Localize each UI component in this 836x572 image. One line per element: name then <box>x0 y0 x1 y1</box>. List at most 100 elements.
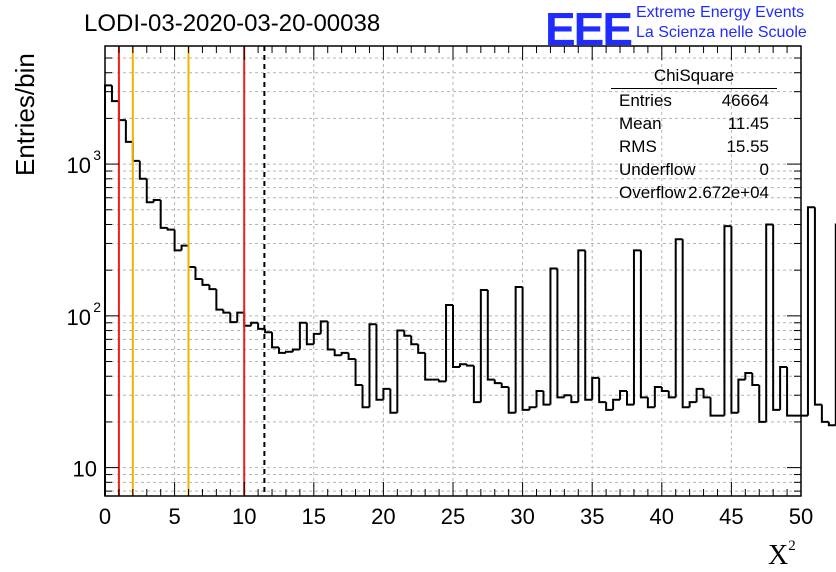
histogram-bin <box>458 363 467 368</box>
histogram-bin <box>521 286 530 411</box>
histogram-bin <box>570 395 579 404</box>
histogram-bin <box>257 322 266 330</box>
histogram-bin <box>479 289 488 403</box>
stats-row-mean: Mean 11.45 <box>611 112 777 135</box>
histogram-bin <box>813 207 822 406</box>
histogram-bin <box>180 244 189 251</box>
histogram-bin <box>215 289 224 311</box>
histogram-bin <box>605 402 614 411</box>
histogram-bin <box>159 199 168 229</box>
histogram-bin <box>646 397 655 409</box>
histogram-bin <box>278 347 286 354</box>
histogram-bin <box>542 390 551 406</box>
statistics-box: ChiSquare Entries 46664 Mean 11.45 RMS 15.5… <box>611 66 777 204</box>
x-tick-label: 5 <box>168 504 180 529</box>
histogram-bin <box>347 352 356 360</box>
histogram-bin <box>389 388 398 414</box>
histogram-bin <box>626 390 634 406</box>
histogram-bin <box>779 366 788 410</box>
histogram-bin <box>110 85 119 103</box>
stats-label: Overflow <box>619 183 687 202</box>
histogram-bin <box>264 328 273 334</box>
stats-row-overflow: Overflow 2.672e+04 <box>611 181 777 204</box>
histogram-bin <box>236 311 245 323</box>
stats-value: 11.45 <box>727 114 769 133</box>
x-tick-label: 10 <box>232 504 256 529</box>
histogram-bin <box>730 226 739 414</box>
histogram-bin <box>737 378 746 413</box>
histogram-bin <box>806 206 815 416</box>
histogram-bin <box>229 312 238 324</box>
histogram-bin <box>284 350 293 353</box>
histogram-bin <box>500 383 509 388</box>
histogram-bin <box>382 387 391 400</box>
histogram-bin <box>319 320 328 334</box>
stats-row-rms: RMS 15.55 <box>611 135 777 158</box>
histogram-bin <box>305 322 314 346</box>
histogram-bin <box>438 379 447 383</box>
histogram-bin <box>375 324 384 401</box>
histogram-bin <box>702 388 711 399</box>
histogram-bin <box>493 379 502 385</box>
histogram-bin <box>472 365 481 404</box>
histogram-bin <box>354 358 363 387</box>
y-tick-label-exponent: 2 <box>93 299 101 315</box>
y-tick-label: 10 <box>73 457 97 482</box>
histogram-bin <box>758 385 767 423</box>
vertical-markers <box>117 46 266 496</box>
histogram-bin <box>194 266 203 280</box>
histogram-bin <box>417 344 426 354</box>
histogram-bin <box>612 398 621 410</box>
histogram-bin <box>361 385 370 409</box>
histogram-bin <box>639 250 648 399</box>
histogram-bin <box>674 238 683 398</box>
histogram-bin <box>326 321 335 351</box>
stats-value: 0 <box>759 160 769 179</box>
histogram-bin <box>145 178 154 204</box>
x-axis-label-base: X <box>768 540 789 571</box>
stats-value: 46664 <box>721 91 769 110</box>
y-tick-label: 10 <box>67 305 91 330</box>
histogram-bin <box>619 389 627 400</box>
histogram-bin <box>632 249 641 405</box>
x-axis-label-sup: 2 <box>788 538 796 554</box>
x-tick-label: 20 <box>371 504 395 529</box>
histogram-bin <box>222 309 231 314</box>
histogram-bin <box>131 141 140 162</box>
x-tick-label: 15 <box>302 504 326 529</box>
eee-logo: EEE <box>545 3 633 55</box>
x-tick-label: 35 <box>580 504 604 529</box>
histogram-bin <box>535 389 544 408</box>
histogram-bin <box>709 397 718 417</box>
histogram-bin <box>452 304 460 369</box>
histogram-bin <box>723 225 732 416</box>
stats-row-entries: Entries 46664 <box>611 89 777 112</box>
histogram-bin <box>751 373 760 387</box>
histogram-bin <box>786 367 795 417</box>
histogram-bin <box>187 245 196 268</box>
histogram-bin <box>598 377 607 404</box>
stats-label: RMS <box>619 137 657 156</box>
histogram-bin <box>744 372 753 380</box>
histogram-bin <box>549 267 558 405</box>
histogram-bin <box>688 401 697 408</box>
histogram-bin <box>312 332 321 345</box>
histogram-bin <box>584 250 593 401</box>
histogram-bin <box>528 406 537 410</box>
y-axis-label: Entries/bin <box>10 53 40 176</box>
histogram-bin <box>827 421 836 427</box>
logo-text-line2: La Scienza nelle Scuole <box>636 24 807 41</box>
histogram-bin <box>166 227 175 231</box>
histogram-bin <box>591 376 600 400</box>
histogram-bin <box>424 352 433 381</box>
chart-title: LODI-03-2020-03-20-00038 <box>84 10 381 37</box>
histogram-bin <box>820 404 829 423</box>
stats-row-underflow: Underflow 0 <box>611 158 777 181</box>
stats-label: Mean <box>619 114 662 133</box>
histogram-bin <box>117 101 126 122</box>
histogram-bin <box>765 223 774 422</box>
x-tick-label: 40 <box>650 504 674 529</box>
histogram-bin <box>250 321 259 326</box>
